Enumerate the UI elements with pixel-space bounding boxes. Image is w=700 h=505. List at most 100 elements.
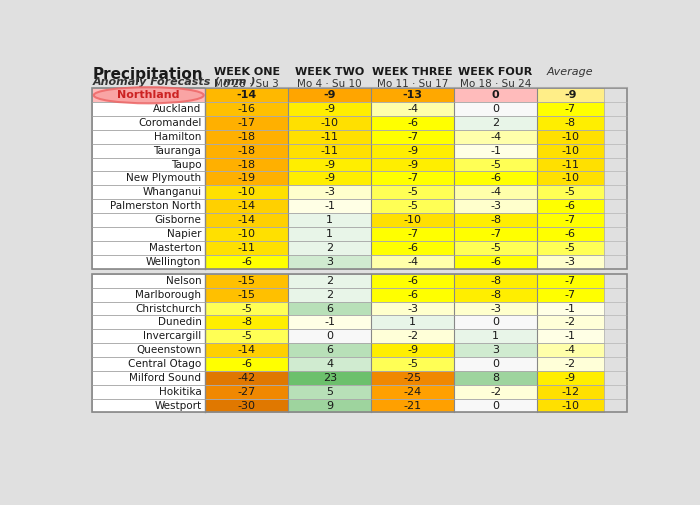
Bar: [537, 116, 603, 130]
Bar: [537, 255, 603, 269]
Text: -18: -18: [238, 145, 256, 156]
Bar: [205, 199, 288, 213]
Text: Hokitika: Hokitika: [159, 387, 202, 397]
Text: -9: -9: [407, 345, 418, 355]
Bar: [288, 227, 371, 241]
Text: -6: -6: [407, 243, 418, 252]
Text: -3: -3: [324, 187, 335, 197]
Text: Central Otago: Central Otago: [128, 359, 202, 369]
Text: 4: 4: [326, 359, 333, 369]
Bar: [537, 288, 603, 301]
Text: Northland: Northland: [118, 90, 180, 100]
Bar: [205, 357, 288, 371]
Text: Auckland: Auckland: [153, 104, 202, 114]
Text: -6: -6: [241, 359, 252, 369]
Text: 0: 0: [326, 331, 333, 341]
Text: -15: -15: [238, 276, 256, 286]
Text: -3: -3: [490, 304, 501, 314]
Bar: [454, 144, 537, 158]
Bar: [205, 316, 288, 329]
Bar: [205, 158, 288, 172]
Text: -7: -7: [565, 215, 576, 225]
Text: -11: -11: [321, 145, 339, 156]
Bar: [205, 185, 288, 199]
Bar: [92, 274, 627, 413]
Bar: [537, 241, 603, 255]
Text: -17: -17: [238, 118, 256, 128]
Bar: [371, 116, 454, 130]
Text: -42: -42: [237, 373, 256, 383]
Text: Dunedin: Dunedin: [158, 318, 202, 327]
Text: -10: -10: [561, 145, 580, 156]
Text: -4: -4: [565, 345, 576, 355]
Bar: [92, 255, 205, 269]
Text: 0: 0: [492, 104, 499, 114]
Text: -4: -4: [407, 257, 418, 267]
Text: Milford Sound: Milford Sound: [130, 373, 202, 383]
Bar: [537, 158, 603, 172]
Text: Invercargill: Invercargill: [144, 331, 202, 341]
Text: -5: -5: [407, 187, 418, 197]
Bar: [92, 227, 205, 241]
Text: -8: -8: [490, 215, 501, 225]
Text: -1: -1: [324, 201, 335, 211]
Bar: [288, 255, 371, 269]
Bar: [288, 398, 371, 413]
Bar: [537, 213, 603, 227]
Bar: [92, 385, 205, 398]
Bar: [288, 274, 371, 288]
Text: 0: 0: [492, 318, 499, 327]
Text: -7: -7: [565, 104, 576, 114]
Bar: [454, 301, 537, 316]
Bar: [371, 255, 454, 269]
Text: 3: 3: [492, 345, 499, 355]
Text: Wellington: Wellington: [146, 257, 202, 267]
Bar: [92, 316, 205, 329]
Text: -3: -3: [407, 304, 418, 314]
Text: -1: -1: [490, 145, 501, 156]
Bar: [454, 329, 537, 343]
Text: -9: -9: [323, 90, 336, 100]
Bar: [288, 316, 371, 329]
Text: Mo 11 · Su 17: Mo 11 · Su 17: [377, 79, 448, 89]
Text: -9: -9: [324, 160, 335, 170]
Bar: [92, 130, 205, 144]
Text: -9: -9: [324, 104, 335, 114]
Text: -6: -6: [490, 173, 501, 183]
Text: -6: -6: [565, 201, 576, 211]
Bar: [92, 329, 205, 343]
Bar: [537, 88, 603, 102]
Text: Mo 28 · Su 3: Mo 28 · Su 3: [214, 79, 279, 89]
Text: 6: 6: [326, 345, 333, 355]
Bar: [537, 357, 603, 371]
Text: -2: -2: [565, 318, 576, 327]
Text: -30: -30: [238, 400, 256, 411]
Bar: [205, 385, 288, 398]
Text: -4: -4: [407, 104, 418, 114]
Text: -5: -5: [565, 187, 576, 197]
Text: 0: 0: [492, 400, 499, 411]
Bar: [454, 274, 537, 288]
Bar: [288, 343, 371, 357]
Bar: [454, 241, 537, 255]
Bar: [288, 185, 371, 199]
Text: -9: -9: [564, 90, 577, 100]
Text: Precipitation: Precipitation: [93, 67, 204, 82]
Text: -10: -10: [238, 229, 256, 239]
Bar: [288, 371, 371, 385]
Text: Mo 18 · Su 24: Mo 18 · Su 24: [460, 79, 531, 89]
Text: -10: -10: [561, 173, 580, 183]
Bar: [371, 185, 454, 199]
Text: 2: 2: [326, 290, 333, 299]
Text: -8: -8: [490, 276, 501, 286]
Text: -9: -9: [324, 173, 335, 183]
Text: -15: -15: [238, 290, 256, 299]
Text: 2: 2: [326, 243, 333, 252]
Bar: [288, 241, 371, 255]
Bar: [454, 199, 537, 213]
Text: -11: -11: [238, 243, 256, 252]
Bar: [537, 371, 603, 385]
Bar: [92, 88, 627, 269]
Bar: [288, 213, 371, 227]
Text: -5: -5: [490, 243, 501, 252]
